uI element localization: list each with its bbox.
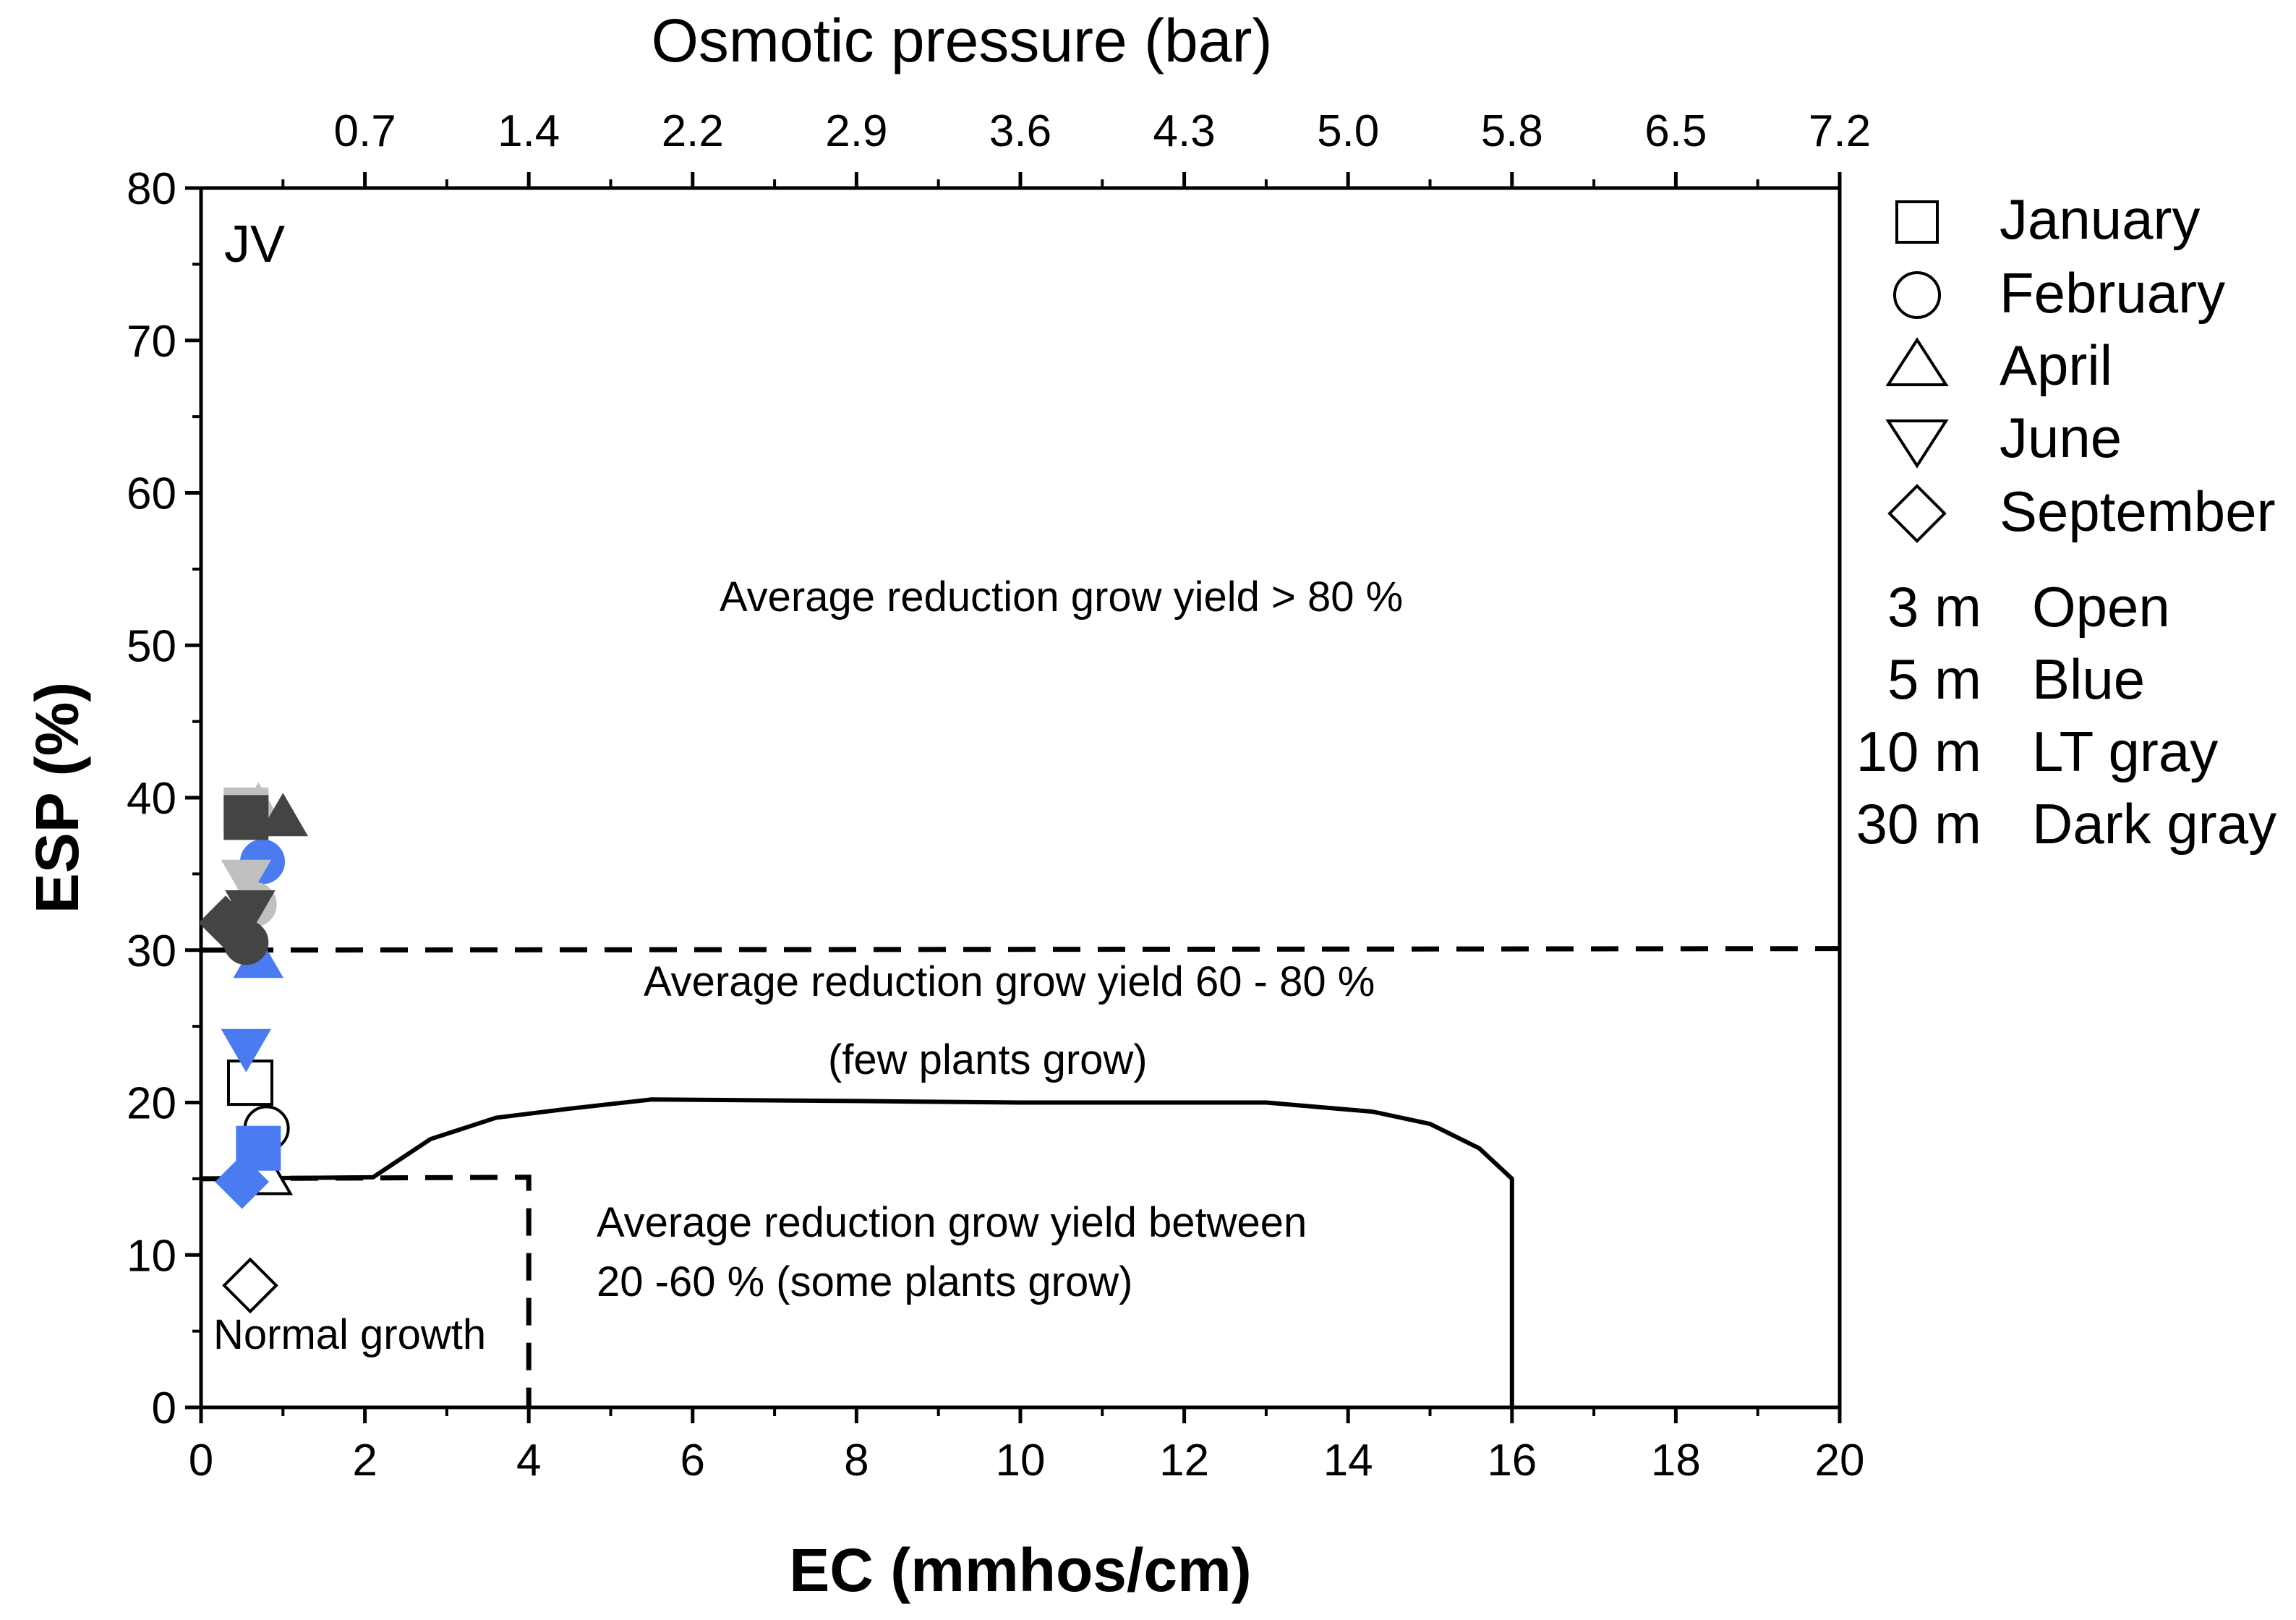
y-axis-title: ESP (%): [23, 682, 91, 914]
top-tick-label: 6.5: [1644, 106, 1707, 156]
legend-fill-lt-gray: LT gray: [2032, 720, 2218, 783]
legend-circle-marker: [1893, 271, 1941, 319]
x-tick-label: 4: [516, 1436, 541, 1485]
top-tick-label: 5.0: [1317, 106, 1379, 156]
region-label-normal-growth: Normal growth: [213, 1311, 486, 1358]
top-tick-label: 5.8: [1481, 106, 1543, 156]
point-april-30-m: [257, 793, 309, 837]
x-tick-label: 20: [1815, 1436, 1865, 1485]
x-tick-label: 18: [1651, 1436, 1701, 1485]
legend-item-september: September: [1887, 479, 2276, 543]
point-june-10-m: [221, 859, 272, 903]
legend-depth-3m: 3 m: [1887, 575, 1981, 639]
region-label-60-80: Average reduction grow yield 60 - 80 %: [644, 958, 1375, 1005]
legend-item-june: June: [1885, 406, 2122, 469]
x-tick-label: 6: [680, 1436, 705, 1485]
region-label-above-80: Average reduction grow yield > 80 %: [720, 574, 1403, 621]
x-tick-label: 2: [352, 1436, 377, 1485]
legend-month-label: January: [2000, 187, 2201, 251]
legend-fill-blue: Blue: [2032, 647, 2145, 711]
y-tick-label: 30: [127, 926, 176, 976]
region-label-few-plants: (few plants grow): [828, 1036, 1148, 1083]
legend-square-marker: [1895, 200, 1939, 244]
top-tick-label: 7.2: [1809, 106, 1871, 156]
legend-item-april: April: [1885, 333, 2112, 397]
x-tick-label: 16: [1487, 1436, 1537, 1485]
legend-month-label: April: [2000, 333, 2112, 397]
y-tick-label: 10: [127, 1231, 176, 1281]
legend-depth-10m: 10 m: [1856, 720, 1981, 783]
point-june-5-m: [221, 1028, 272, 1073]
point-january-3-m: [226, 1060, 273, 1107]
top-tick-label: 1.4: [498, 106, 560, 156]
legend-fill-dark-gray: Dark gray: [2032, 792, 2276, 856]
top-tick-label: 0.7: [333, 106, 396, 156]
legend-month-label: February: [2000, 261, 2225, 325]
y-tick-label: 40: [127, 774, 176, 824]
legend-triangle-up-marker: [1885, 337, 1949, 386]
legend-depth-30m: 30 m: [1856, 792, 1981, 856]
region-label-20-60-line2: 20 -60 % (some plants grow): [597, 1258, 1132, 1305]
y-tick-label: 60: [127, 469, 176, 519]
legend-month-label: September: [2000, 479, 2276, 543]
boundary-solid-curve: [200, 1097, 1514, 1407]
data-point-layer: [198, 782, 309, 1314]
point-january-30-m: [223, 795, 269, 840]
legend-item-january: January: [1895, 187, 2201, 251]
x-tick-label: 12: [1159, 1436, 1209, 1485]
x-tick-label: 8: [844, 1436, 869, 1485]
region-label-20-60-line1: Average reduction grow yield between: [597, 1199, 1307, 1246]
top-tick-label: 3.6: [989, 106, 1051, 156]
legend-fill-open: Open: [2032, 575, 2170, 639]
legend-depth-5m: 5 m: [1887, 647, 1981, 711]
top-tick-label: 2.2: [662, 106, 724, 156]
boundary-dashed-30-percent: [200, 946, 1840, 953]
point-september-5-m: [215, 1154, 270, 1209]
y-tick-label: 80: [127, 164, 176, 214]
y-tick-label: 70: [127, 317, 176, 367]
legend-month-label: June: [2000, 406, 2122, 469]
legend-item-february: February: [1893, 261, 2225, 325]
point-september-3-m: [222, 1257, 278, 1314]
top-axis-title: Osmotic pressure (bar): [652, 7, 1273, 74]
top-tick-label: 2.9: [825, 106, 887, 156]
legend: January February April June September 3 …: [1856, 187, 2277, 856]
x-tick-label: 14: [1323, 1436, 1373, 1485]
tick-layer: 0 2 4 6 8 10 12 14 16 18 20 0 10 20 30 40 50 60 70 80 0.7 1.4…: [127, 106, 1871, 1485]
boundary-layer: [200, 946, 1840, 1407]
x-tick-label: 10: [996, 1436, 1046, 1485]
top-tick-label: 4.3: [1153, 106, 1215, 156]
x-tick-label: 0: [189, 1436, 213, 1485]
y-tick-label: 50: [127, 621, 176, 671]
point-february-30-m: [223, 920, 269, 965]
legend-triangle-down-marker: [1885, 419, 1949, 469]
x-axis-title: EC (mmhos/cm): [789, 1536, 1251, 1604]
panel-label: JV: [224, 216, 285, 273]
y-tick-label: 20: [127, 1079, 176, 1129]
y-tick-label: 0: [152, 1384, 176, 1433]
legend-diamond-marker: [1887, 484, 1947, 543]
